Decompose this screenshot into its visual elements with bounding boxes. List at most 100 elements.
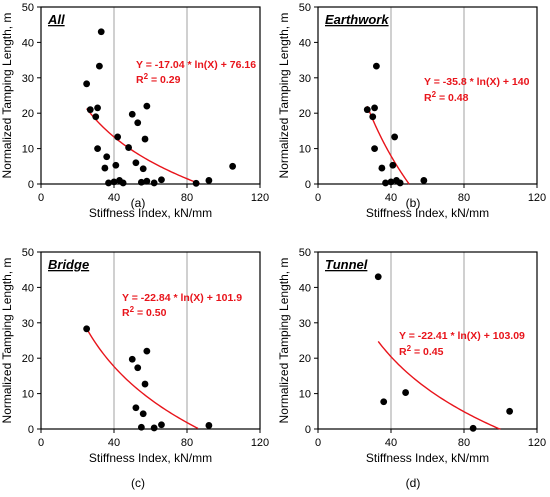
data-point (374, 273, 382, 281)
panel-title: Bridge (48, 257, 89, 272)
data-point (150, 179, 158, 187)
y-tick-label: 0 (28, 424, 34, 436)
data-point (86, 106, 94, 114)
data-point (119, 179, 127, 187)
y-tick-label: 20 (22, 108, 34, 120)
r-squared-symbol: R (399, 346, 407, 358)
x-tick-label: 120 (528, 437, 546, 449)
r-squared: R2 = 0.29 (136, 72, 181, 86)
r-squared: R2 = 0.48 (424, 90, 469, 104)
r-squared: R2 = 0.45 (399, 344, 444, 358)
data-point (134, 119, 142, 127)
x-tick-label: 40 (385, 437, 397, 449)
fit-curve (86, 108, 201, 185)
r-squared-value: = 0.45 (411, 346, 444, 358)
y-tick-label: 20 (22, 353, 34, 365)
x-tick-label: 40 (108, 437, 120, 449)
data-point (402, 389, 409, 396)
chart-panel-all: 0 10 20 30 40 50 0 40 80 120 Stiffness Index, kN/m… (0, 2, 269, 220)
chart-panel-tunnel: 0 10 20 30 40 50 0 40 80 120 Stiffness Index, kN/m… (277, 247, 546, 490)
plot-frame (317, 251, 538, 430)
data-point (92, 113, 100, 121)
y-tick-label: 20 (299, 353, 311, 365)
x-axis-label: Stiffness Index, kN/mm (366, 451, 489, 465)
data-point (125, 144, 132, 151)
y-tick-label: 50 (22, 247, 34, 259)
r-squared-symbol: R (424, 92, 432, 104)
x-tick-label: 80 (181, 437, 193, 449)
r-squared-superscript: 2 (407, 344, 412, 353)
r-squared-value: = 0.50 (134, 307, 167, 319)
data-point (158, 176, 165, 184)
data-point (150, 424, 158, 432)
x-tick-label: 120 (251, 192, 269, 204)
r-squared-value: = 0.48 (436, 92, 469, 104)
y-tick-label: 40 (299, 37, 311, 49)
data-point (94, 104, 101, 112)
y-tick-label: 40 (22, 282, 34, 294)
panel-title: Earthwork (325, 12, 389, 27)
data-point (141, 380, 149, 388)
r-squared-superscript: 2 (144, 72, 149, 81)
y-tick-label: 30 (22, 318, 34, 330)
y-tick-label: 40 (299, 282, 311, 294)
data-point (143, 347, 151, 355)
y-tick-label: 50 (22, 2, 34, 14)
r-squared-symbol: R (136, 74, 144, 86)
y-tick-label: 30 (22, 73, 34, 85)
x-axis-label: Stiffness Index, kN/mm (89, 451, 212, 465)
data-point (132, 159, 140, 167)
panel-title: Tunnel (325, 257, 368, 272)
x-axis-label: Stiffness Index, kN/mm (89, 206, 212, 220)
y-axis-label: Normalized Tamping Length, m (277, 258, 291, 424)
data-point (137, 178, 145, 186)
r-squared-symbol: R (122, 307, 130, 319)
data-point (137, 423, 145, 431)
data-point (389, 161, 397, 169)
y-axis-label: Normalized Tamping Length, m (277, 13, 291, 179)
y-tick-label: 50 (299, 247, 311, 259)
data-point (128, 355, 136, 363)
data-point (143, 102, 151, 110)
data-point (506, 407, 514, 415)
data-point (205, 422, 213, 429)
data-point (110, 178, 118, 186)
data-point (141, 135, 149, 143)
x-tick-label: 80 (458, 437, 470, 449)
fit-equation: Y = -17.04 * ln(X) + 76.16 (136, 59, 256, 71)
data-point (128, 110, 136, 118)
x-axis-label: Stiffness Index, kN/mm (366, 206, 489, 220)
data-point (469, 424, 477, 432)
y-tick-label: 50 (299, 2, 311, 14)
panel-caption: (b) (406, 196, 421, 210)
fit-curve (377, 341, 501, 430)
r-squared: R2 = 0.50 (122, 305, 167, 319)
plot-frame (40, 251, 261, 430)
x-tick-label: 80 (458, 192, 470, 204)
plot-frame (40, 6, 261, 185)
x-tick-label: 0 (315, 437, 321, 449)
y-tick-label: 0 (28, 179, 34, 191)
data-point (134, 364, 142, 372)
y-tick-label: 0 (305, 179, 311, 191)
data-point (363, 106, 371, 114)
chart-panel-bridge: 0 10 20 30 40 50 0 40 80 120 Stiffness Index, kN/m… (0, 247, 269, 490)
data-point (83, 325, 91, 333)
fit-equation: Y = -35.8 * ln(X) + 140 (424, 76, 530, 88)
panel-caption: (d) (406, 476, 421, 490)
data-point (387, 178, 395, 186)
data-point (420, 177, 428, 184)
data-point (382, 179, 389, 187)
data-point (105, 179, 112, 187)
x-tick-label: 80 (181, 192, 193, 204)
x-tick-label: 120 (251, 437, 269, 449)
y-tick-label: 10 (22, 144, 34, 156)
data-point (143, 177, 151, 185)
fit-equation: Y = -22.84 * ln(X) + 101.9 (122, 292, 242, 304)
data-point (83, 80, 91, 88)
data-point (132, 404, 140, 412)
data-point (103, 153, 111, 161)
plot-frame (317, 6, 538, 185)
fit-curve (366, 105, 410, 185)
